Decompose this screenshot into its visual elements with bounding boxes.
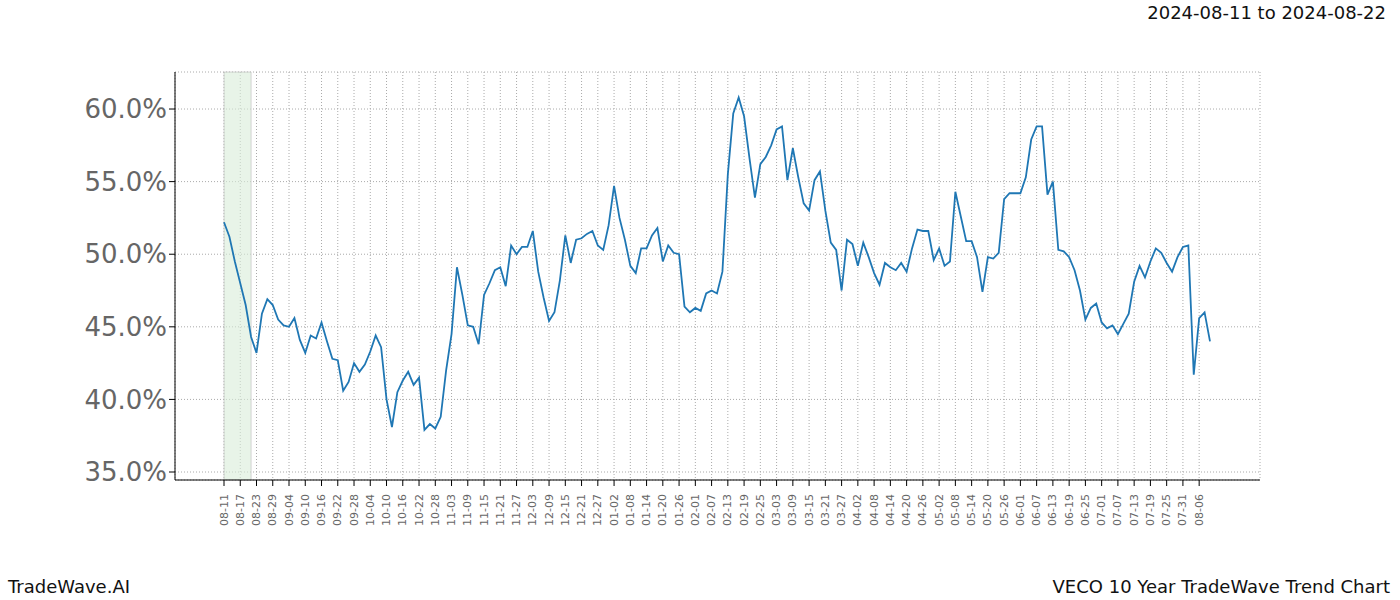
- svg-text:09-04: 09-04: [283, 494, 296, 526]
- svg-text:08-11: 08-11: [218, 494, 231, 526]
- svg-text:08-23: 08-23: [250, 494, 263, 526]
- html-text:2024-08-11 to 2024-08-22: 2024-08-11 to 2024-08-22: [1147, 2, 1386, 23]
- svg-text:03-09: 03-09: [786, 494, 799, 526]
- svg-text:03-15: 03-15: [803, 494, 816, 526]
- svg-text:04-26: 04-26: [916, 494, 929, 526]
- svg-text:09-10: 09-10: [299, 494, 312, 526]
- svg-text:10-04: 10-04: [364, 494, 377, 526]
- svg-text:07-19: 07-19: [1144, 494, 1157, 526]
- svg-text:07-01: 07-01: [1095, 494, 1108, 526]
- svg-text:55.0%: 55.0%: [84, 167, 167, 197]
- svg-text:01-08: 01-08: [624, 494, 637, 526]
- svg-text:01-14: 01-14: [640, 494, 653, 526]
- svg-text:60.0%: 60.0%: [84, 94, 167, 124]
- svg-text:03-03: 03-03: [770, 494, 783, 526]
- svg-text:07-31: 07-31: [1176, 494, 1189, 526]
- svg-text:08-29: 08-29: [266, 494, 279, 526]
- svg-text:12-03: 12-03: [526, 494, 539, 526]
- svg-text:11-21: 11-21: [494, 494, 507, 526]
- svg-text:05-20: 05-20: [981, 494, 994, 526]
- svg-text:05-02: 05-02: [933, 494, 946, 526]
- svg-text:02-25: 02-25: [754, 494, 767, 526]
- svg-text:11-09: 11-09: [461, 494, 474, 526]
- svg-text:35.0%: 35.0%: [84, 457, 167, 487]
- svg-text:06-01: 06-01: [1014, 494, 1027, 526]
- svg-text:07-13: 07-13: [1128, 494, 1141, 526]
- svg-text:11-15: 11-15: [478, 494, 491, 526]
- html-text:TradeWave.AI: TradeWave.AI: [8, 576, 130, 597]
- svg-text:12-15: 12-15: [559, 494, 572, 526]
- svg-text:02-01: 02-01: [689, 494, 702, 526]
- svg-text:07-25: 07-25: [1160, 494, 1173, 526]
- svg-text:01-26: 01-26: [673, 494, 686, 526]
- svg-text:02-13: 02-13: [721, 494, 734, 526]
- svg-text:03-27: 03-27: [835, 494, 848, 526]
- svg-text:09-28: 09-28: [348, 494, 361, 526]
- svg-text:05-08: 05-08: [949, 494, 962, 526]
- svg-text:02-07: 02-07: [705, 494, 718, 526]
- svg-text:07-07: 07-07: [1111, 494, 1124, 526]
- svg-text:06-19: 06-19: [1063, 494, 1076, 526]
- svg-text:10-10: 10-10: [380, 494, 393, 526]
- svg-text:04-02: 04-02: [851, 494, 864, 526]
- svg-text:11-03: 11-03: [445, 494, 458, 526]
- svg-text:06-13: 06-13: [1046, 494, 1059, 526]
- svg-text:40.0%: 40.0%: [84, 385, 167, 415]
- svg-text:03-21: 03-21: [819, 494, 832, 526]
- svg-text:04-20: 04-20: [900, 494, 913, 526]
- svg-text:11-27: 11-27: [510, 494, 523, 526]
- svg-text:01-02: 01-02: [608, 494, 621, 526]
- svg-text:45.0%: 45.0%: [84, 312, 167, 342]
- svg-text:02-19: 02-19: [738, 494, 751, 526]
- html-text:VECO 10 Year TradeWave Trend C: VECO 10 Year TradeWave Trend Chart: [1052, 576, 1390, 597]
- svg-text:09-16: 09-16: [315, 494, 328, 526]
- svg-text:12-09: 12-09: [543, 494, 556, 526]
- svg-text:01-20: 01-20: [656, 494, 669, 526]
- svg-text:12-21: 12-21: [575, 494, 588, 526]
- svg-text:05-26: 05-26: [998, 494, 1011, 526]
- svg-text:08-06: 08-06: [1193, 494, 1206, 526]
- svg-text:12-27: 12-27: [591, 494, 604, 526]
- svg-text:04-08: 04-08: [868, 494, 881, 526]
- svg-text:09-22: 09-22: [331, 494, 344, 526]
- svg-text:10-28: 10-28: [429, 494, 442, 526]
- svg-text:10-16: 10-16: [396, 494, 409, 526]
- svg-text:06-25: 06-25: [1079, 494, 1092, 526]
- svg-text:05-14: 05-14: [965, 494, 978, 526]
- svg-text:50.0%: 50.0%: [84, 239, 167, 269]
- svg-text:08-17: 08-17: [234, 494, 247, 526]
- svg-text:06-07: 06-07: [1030, 494, 1043, 526]
- svg-text:04-14: 04-14: [884, 494, 897, 526]
- svg-text:10-22: 10-22: [413, 494, 426, 526]
